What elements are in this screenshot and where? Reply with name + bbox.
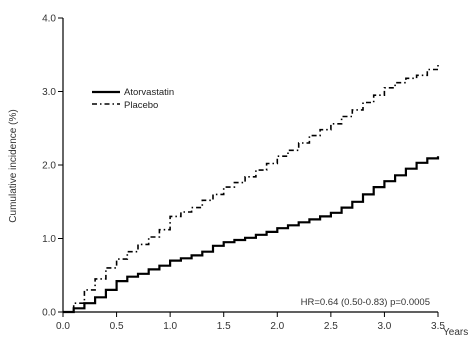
y-tick-label: 4.0 (42, 14, 56, 25)
y-tick-label: 1.0 (42, 234, 56, 245)
series-line-placebo (63, 63, 439, 313)
x-tick-label: 0.5 (110, 321, 124, 332)
y-ticks: 0.0 1.0 2.0 3.0 4.0 (42, 14, 63, 319)
x-tick-label: 2.5 (324, 321, 338, 332)
legend: Atorvastatin Placebo (92, 87, 174, 111)
x-tick-label: 1.0 (163, 321, 177, 332)
axes (62, 18, 438, 313)
y-tick-label: 0.0 (42, 308, 56, 319)
x-tick-label: 2.0 (270, 321, 284, 332)
legend-label-placebo: Placebo (124, 100, 158, 111)
series-line-atorvastatin (63, 156, 440, 314)
legend-label-atorvastatin: Atorvastatin (124, 87, 174, 98)
x-axis-label: Years (443, 327, 468, 338)
hazard-ratio-annotation: HR=0.64 (0.50-0.83) p=0.0005 (301, 297, 430, 308)
y-axis-label: Cumulative incidence (%) (8, 109, 19, 222)
x-tick-label: 3.0 (377, 321, 391, 332)
x-tick-label: 1.5 (217, 321, 231, 332)
y-tick-label: 2.0 (42, 161, 56, 172)
x-tick-label: 0.0 (56, 321, 70, 332)
series-layer (63, 63, 440, 314)
x-tick-label: 3.5 (431, 321, 445, 332)
y-tick-label: 3.0 (42, 87, 56, 98)
x-ticks: 0.0 0.5 1.0 1.5 2.0 2.5 3.0 3.5 (56, 312, 445, 332)
